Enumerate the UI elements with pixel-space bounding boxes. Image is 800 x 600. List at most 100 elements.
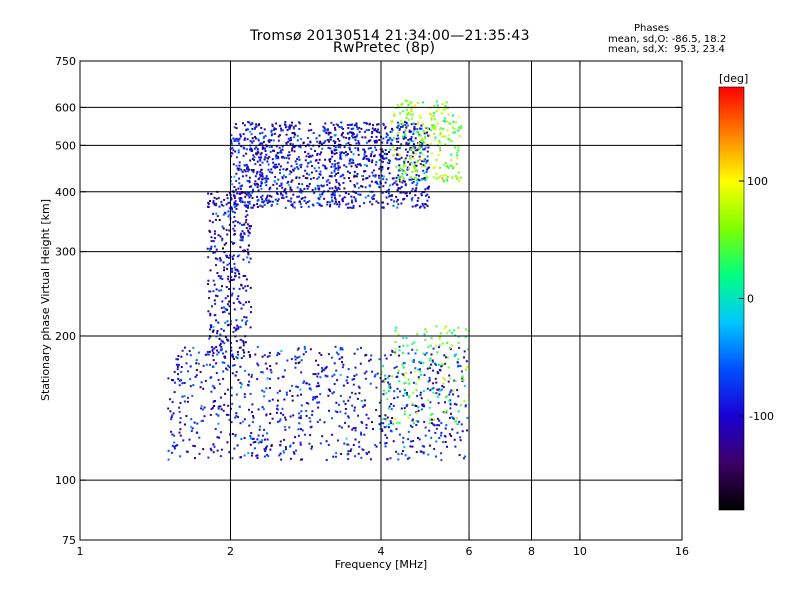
data-point [314, 150, 316, 152]
data-point [238, 182, 241, 185]
data-point [298, 355, 301, 358]
data-point [343, 442, 346, 445]
data-point [435, 440, 438, 443]
data-point [432, 176, 435, 179]
data-point [200, 407, 203, 410]
data-point [457, 395, 460, 398]
data-point [298, 122, 301, 125]
data-point [411, 205, 414, 208]
data-point [312, 396, 315, 399]
data-point [328, 388, 331, 391]
data-point [348, 162, 351, 165]
data-point [338, 357, 341, 360]
data-point [220, 448, 223, 451]
data-point [170, 418, 173, 421]
data-point [446, 180, 449, 183]
data-point [420, 450, 423, 453]
data-point [248, 424, 251, 427]
data-point [237, 295, 240, 298]
data-point [207, 205, 209, 208]
data-point [268, 399, 271, 402]
data-point [259, 159, 262, 162]
data-point [398, 123, 401, 126]
data-point [456, 389, 459, 392]
data-point [324, 140, 327, 143]
data-point [338, 194, 341, 197]
data-point [450, 153, 453, 156]
data-point [269, 200, 272, 203]
data-point [247, 300, 250, 303]
data-point [397, 125, 400, 128]
data-point [204, 353, 207, 356]
data-point [362, 178, 365, 181]
data-point [170, 430, 173, 433]
data-point [454, 420, 456, 423]
data-point [212, 279, 215, 282]
data-point [371, 130, 374, 133]
data-point [381, 380, 384, 383]
data-point [378, 131, 381, 134]
data-point [353, 374, 356, 377]
data-point [402, 336, 405, 339]
data-point [378, 401, 381, 404]
data-point [222, 311, 224, 314]
data-point [372, 174, 375, 177]
data-point [245, 278, 248, 281]
data-point [448, 374, 451, 377]
data-point [344, 412, 347, 415]
data-point [363, 433, 366, 436]
data-point [435, 392, 438, 395]
data-point [317, 161, 320, 164]
data-point [438, 368, 441, 371]
data-point [415, 349, 418, 352]
data-point [317, 364, 320, 366]
data-point [373, 169, 375, 172]
data-point [270, 445, 273, 447]
data-point [399, 180, 401, 183]
data-point [411, 402, 414, 405]
data-point [382, 122, 385, 125]
data-point [404, 157, 407, 160]
data-point [447, 138, 450, 140]
data-point [239, 422, 242, 425]
data-point [313, 192, 316, 194]
data-point [334, 163, 337, 166]
data-point [325, 440, 328, 443]
data-point [389, 386, 392, 389]
data-point [184, 346, 186, 349]
data-point [256, 182, 258, 185]
data-point [355, 373, 358, 376]
data-point [414, 205, 417, 208]
data-point [400, 169, 403, 171]
data-point [335, 123, 338, 126]
data-point [423, 141, 426, 144]
data-point [301, 190, 304, 193]
data-point [412, 140, 415, 143]
data-point [424, 146, 427, 149]
data-point [248, 192, 251, 195]
data-point [259, 153, 262, 156]
data-point [301, 197, 304, 199]
data-point [393, 149, 396, 152]
data-point [241, 170, 244, 173]
data-point [266, 453, 269, 456]
data-point [252, 415, 255, 417]
data-point [261, 439, 264, 442]
data-point [420, 124, 423, 127]
data-point [239, 338, 242, 341]
data-point [235, 164, 238, 167]
data-point [220, 339, 223, 342]
data-point [402, 362, 405, 365]
data-point [281, 176, 284, 179]
data-point [350, 161, 353, 164]
data-point [213, 232, 216, 235]
data-point [298, 200, 301, 203]
data-point [334, 142, 336, 144]
data-point [228, 223, 231, 226]
data-point [444, 427, 447, 430]
data-point [413, 125, 416, 128]
data-point [333, 194, 336, 197]
data-point [411, 343, 414, 345]
data-point [438, 337, 441, 340]
data-point [432, 423, 435, 426]
